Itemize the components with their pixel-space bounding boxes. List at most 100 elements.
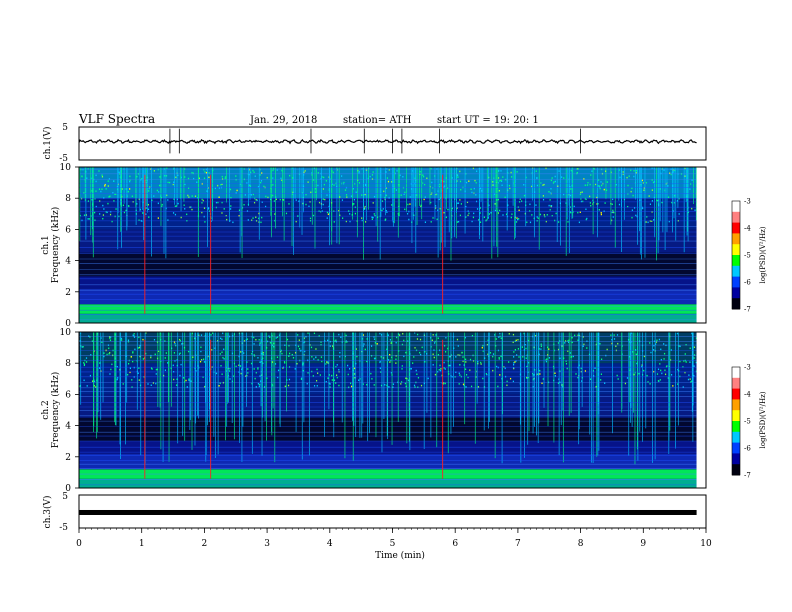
noise-pixel — [138, 219, 140, 221]
noise-pixel — [499, 209, 501, 212]
noise-pixel — [518, 209, 520, 212]
noise-pixel — [214, 187, 216, 190]
noise-pixel — [559, 370, 561, 373]
noise-pixel — [259, 168, 261, 171]
noise-pixel — [142, 358, 144, 360]
xtick-label: 1 — [139, 539, 145, 549]
noise-pixel — [244, 194, 246, 196]
noise-pixel — [469, 358, 472, 361]
noise-pixel — [125, 188, 127, 190]
noise-pixel — [153, 338, 156, 341]
noise-pixel — [201, 211, 203, 214]
noise-pixel — [473, 187, 475, 190]
noise-pixel — [284, 362, 286, 364]
colorbar-frame — [731, 366, 741, 476]
noise-pixel — [653, 344, 655, 347]
noise-pixel — [596, 196, 598, 199]
noise-pixel — [101, 175, 104, 178]
noise-pixel — [219, 337, 222, 340]
noise-pixel — [158, 191, 160, 193]
noise-pixel — [589, 202, 591, 204]
noise-pixel — [176, 378, 178, 381]
noise-pixel — [199, 360, 202, 363]
colorbar-swatch — [732, 388, 740, 400]
noise-pixel — [414, 386, 416, 388]
noise-pixel — [140, 179, 142, 181]
noise-pixel — [223, 358, 225, 360]
noise-pixel — [175, 176, 177, 179]
noise-pixel — [350, 195, 353, 197]
colorbar-tick-label: -5 — [744, 252, 751, 260]
noise-pixel — [103, 208, 105, 210]
noise-pixel — [593, 375, 595, 377]
noise-pixel — [133, 335, 135, 337]
noise-pixel — [499, 332, 501, 335]
noise-pixel — [550, 204, 553, 207]
noise-pixel — [417, 386, 419, 389]
noise-pixel — [514, 340, 517, 342]
noise-pixel — [672, 171, 674, 173]
noise-pixel — [672, 385, 674, 387]
noise-pixel — [83, 214, 86, 217]
noise-pixel — [550, 188, 552, 190]
noise-pixel — [413, 356, 415, 358]
noise-pixel — [117, 377, 119, 379]
noise-pixel — [102, 217, 104, 220]
noise-pixel — [255, 371, 257, 374]
noise-pixel — [193, 177, 195, 180]
noise-pixel — [651, 189, 653, 191]
noise-pixel — [388, 169, 390, 171]
noise-pixel — [579, 211, 581, 213]
noise-pixel — [363, 343, 365, 345]
noise-pixel — [362, 383, 364, 385]
noise-pixel — [366, 383, 368, 386]
start-time-label: start UT = 19: 20: 1 — [437, 115, 539, 126]
noise-pixel — [550, 179, 552, 182]
noise-pixel — [420, 205, 422, 208]
noise-pixel — [599, 186, 601, 188]
noise-pixel — [200, 346, 202, 349]
noise-pixel — [641, 366, 643, 368]
noise-pixel — [188, 196, 190, 198]
noise-pixel — [413, 384, 416, 387]
noise-pixel — [443, 185, 446, 187]
noise-pixel — [166, 167, 168, 169]
noise-pixel — [246, 182, 248, 184]
noise-pixel — [145, 213, 147, 215]
noise-pixel — [611, 211, 613, 214]
noise-pixel — [438, 369, 440, 371]
noise-pixel — [369, 175, 371, 178]
noise-pixel — [256, 199, 258, 201]
noise-pixel — [537, 217, 539, 219]
noise-pixel — [269, 336, 271, 339]
noise-pixel — [156, 368, 158, 371]
ch1-trace-line — [78, 138, 697, 145]
noise-pixel — [514, 361, 516, 363]
noise-pixel — [640, 183, 642, 186]
noise-pixel — [439, 186, 441, 188]
noise-pixel — [380, 334, 383, 336]
noise-pixel — [156, 189, 158, 192]
noise-pixel — [110, 368, 112, 371]
noise-pixel — [688, 374, 690, 376]
noise-pixel — [332, 345, 334, 347]
noise-pixel — [549, 192, 552, 194]
spectral-band — [79, 304, 697, 314]
noise-pixel — [104, 185, 106, 187]
noise-pixel — [478, 219, 480, 221]
ch3-waveform-panel: 5 -5 ch.3(V) 0 1 2 3 4 5 6 7 8 9 10 Time (min) — [42, 492, 712, 561]
noise-pixel — [272, 194, 274, 197]
noise-pixel — [335, 382, 337, 384]
noise-pixel — [415, 349, 418, 352]
noise-pixel — [115, 193, 117, 195]
noise-pixel — [558, 170, 560, 172]
noise-pixel — [438, 349, 441, 352]
noise-pixel — [160, 197, 162, 199]
noise-pixel — [267, 196, 269, 199]
noise-pixel — [565, 363, 568, 365]
noise-pixel — [224, 176, 227, 178]
noise-pixel — [570, 169, 572, 172]
noise-pixel — [235, 178, 237, 181]
noise-pixel — [240, 351, 242, 353]
noise-pixel — [92, 380, 94, 382]
